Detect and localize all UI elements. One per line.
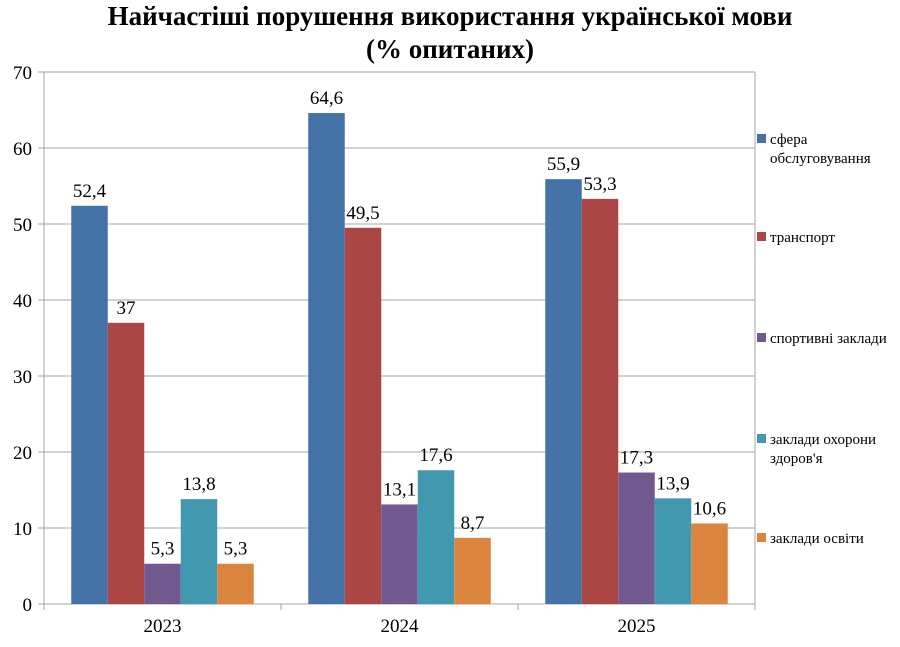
legend-label: транспорт <box>770 230 835 246</box>
bar <box>691 523 728 604</box>
data-label: 13,1 <box>383 479 416 500</box>
legend-label: заклади охорони здоров'я <box>770 432 877 467</box>
data-label: 5,3 <box>224 539 248 560</box>
x-tick-label: 2024 <box>381 616 420 637</box>
data-label: 64,6 <box>310 88 343 109</box>
bar <box>144 563 181 604</box>
bar <box>107 322 145 604</box>
data-label: 17,6 <box>419 445 452 466</box>
bar <box>654 498 692 604</box>
data-label: 13,9 <box>656 473 689 494</box>
y-tick-label: 0 <box>23 595 33 616</box>
legend-swatch <box>757 333 766 342</box>
y-tick-label: 50 <box>13 215 32 236</box>
chart-title-line1: Найчастіші порушення використання україн… <box>107 1 793 31</box>
bar <box>618 472 655 604</box>
bar <box>545 179 582 604</box>
legend-item: спортивні заклади <box>757 330 900 349</box>
bar <box>581 198 619 605</box>
data-label: 5,3 <box>151 539 175 560</box>
x-tick-label: 2023 <box>144 616 182 637</box>
legend-item: сфера обслуговування <box>757 131 900 169</box>
chart-title-line2: (% опитаних) <box>365 34 535 64</box>
bar <box>454 537 491 604</box>
data-label: 17,3 <box>620 448 653 469</box>
data-label: 8,7 <box>461 513 485 534</box>
bar <box>417 470 455 604</box>
y-tick-label: 70 <box>13 63 32 84</box>
y-tick-label: 10 <box>13 519 32 540</box>
legend-item: транспорт <box>757 229 900 248</box>
legend-label: спортивні заклади <box>770 331 887 347</box>
x-tick-label: 2025 <box>618 616 656 637</box>
legend-swatch <box>757 533 766 542</box>
legend-item: заклади охорони здоров'я <box>757 431 900 469</box>
data-label: 55,9 <box>547 154 580 175</box>
data-label: 52,4 <box>73 181 107 202</box>
bar <box>217 563 254 604</box>
bar <box>180 499 218 604</box>
data-label: 37 <box>117 298 136 319</box>
data-label: 10,6 <box>693 498 726 519</box>
legend-label: заклади освіти <box>770 531 864 547</box>
bar <box>381 504 418 604</box>
legend-swatch <box>757 232 766 241</box>
data-label: 49,5 <box>346 203 379 224</box>
legend-item: заклади освіти <box>757 530 900 549</box>
y-tick-label: 20 <box>13 443 32 464</box>
legend-swatch <box>757 434 766 443</box>
y-tick-label: 60 <box>13 139 32 160</box>
y-tick-label: 40 <box>13 291 32 312</box>
data-label: 53,3 <box>583 174 616 195</box>
bar <box>71 205 108 604</box>
y-tick-label: 30 <box>13 367 32 388</box>
bar <box>308 113 345 604</box>
bar <box>344 227 382 605</box>
legend-label: сфера обслуговування <box>770 132 871 167</box>
chart-title: Найчастіші порушення використання україн… <box>0 0 900 66</box>
legend-swatch <box>757 134 766 143</box>
data-label: 13,8 <box>182 474 215 495</box>
